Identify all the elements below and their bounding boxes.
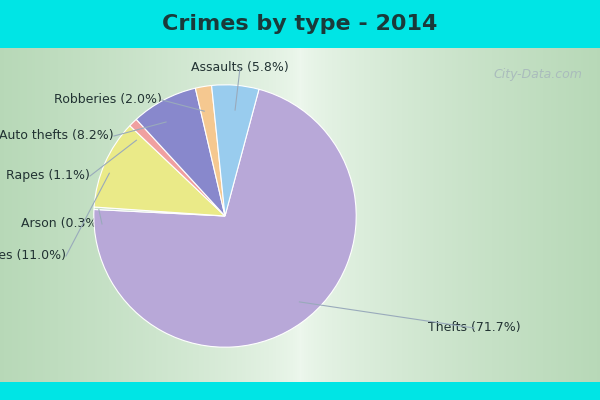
Text: Crimes by type - 2014: Crimes by type - 2014	[163, 14, 437, 34]
Wedge shape	[196, 86, 225, 216]
Wedge shape	[130, 119, 225, 216]
Text: Auto thefts (8.2%): Auto thefts (8.2%)	[0, 130, 114, 142]
Bar	[0, 0, 600, 48]
Text: Assaults (5.8%): Assaults (5.8%)	[191, 62, 289, 74]
Wedge shape	[94, 89, 356, 347]
Wedge shape	[94, 207, 225, 216]
Text: City-Data.com: City-Data.com	[493, 68, 582, 81]
Wedge shape	[94, 126, 225, 216]
Text: Arson (0.3%): Arson (0.3%)	[21, 218, 102, 230]
Wedge shape	[212, 85, 259, 216]
Text: Rapes (1.1%): Rapes (1.1%)	[6, 170, 90, 182]
Text: Thefts (71.7%): Thefts (71.7%)	[428, 322, 520, 334]
Text: Robberies (2.0%): Robberies (2.0%)	[54, 94, 162, 106]
Bar	[0, 382, 600, 400]
Text: Burglaries (11.0%): Burglaries (11.0%)	[0, 250, 66, 262]
Wedge shape	[136, 88, 225, 216]
